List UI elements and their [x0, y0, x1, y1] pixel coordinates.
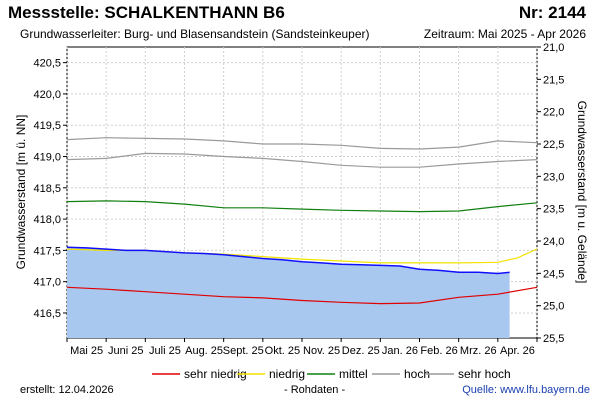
y2-tick-label: 23,5 [543, 204, 564, 216]
x-tick-label: Sept. 25 [223, 345, 264, 357]
legend-label-sehr-hoch: sehr hoch [458, 367, 511, 381]
measured-area [67, 247, 510, 338]
aquifer-info: Grundwasserleiter: Burg- und Blasensands… [20, 27, 370, 41]
series-line-sehr-hoch [66, 137, 538, 150]
y2-tick-label: 22,5 [543, 139, 564, 151]
y-tick-label: 418,5 [33, 183, 61, 195]
y-axis-label-right: Grundwasserstand [m u. Gelände] [575, 101, 589, 284]
legend-label-sehr-niedrig: sehr niedrig [184, 367, 247, 381]
x-tick-label: Apr. 26 [500, 345, 535, 357]
legend-label-hoch: hoch [404, 367, 430, 381]
measured-area-fill [67, 247, 510, 338]
legend-label-mittel: mittel [339, 367, 368, 381]
y-tick-label: 417,0 [33, 277, 61, 289]
y-tick-label: 419,0 [33, 152, 61, 164]
x-tick-label: Mrz. 26 [460, 345, 497, 357]
y-axis-label-left: Grundwasserstand [m ü. NN] [14, 115, 28, 270]
x-tick-label: Nov. 25 [303, 345, 340, 357]
series-lines [66, 137, 538, 305]
x-tick-label: Juni 25 [108, 345, 143, 357]
legend-label-niedrig: niedrig [269, 367, 305, 381]
y-tick-label: 420,0 [33, 89, 61, 101]
series-line-hoch [66, 152, 538, 168]
created-date: erstellt: 12.04.2026 [20, 384, 114, 396]
period-info: Zeitraum: Mai 2025 - Apr 2026 [423, 27, 586, 41]
x-tick-label: Jan. 26 [382, 345, 418, 357]
y2-tick-label: 21,5 [543, 74, 564, 86]
series-line-measured [66, 246, 510, 275]
x-tick-label: Mai 25 [70, 345, 103, 357]
y-tick-label: 419,5 [33, 120, 61, 132]
x-axis: Mai 25 Juni 25 Juli 25 Aug. 25 Sept. 25 Okt. … [66, 338, 538, 357]
series-line-sehr-niedrig [66, 286, 538, 305]
legend: sehr niedrig niedrig mittel hoch sehr hoch [152, 367, 511, 381]
y2-tick-label: 23,0 [543, 171, 564, 183]
y-tick-label: 418,0 [33, 214, 61, 226]
y2-tick-label: 25,5 [543, 333, 564, 345]
y2-tick-label: 24,0 [543, 236, 564, 248]
y2-tick-label: 22,0 [543, 107, 564, 119]
y-tick-label: 417,5 [33, 245, 61, 257]
x-tick-label: Juli 25 [149, 345, 181, 357]
y2-tick-label: 25,0 [543, 301, 564, 313]
station-title: Messstelle: SCHALKENTHANN B6 [8, 3, 285, 22]
y-tick-label: 416,5 [33, 308, 61, 320]
series-line-mittel [66, 200, 538, 213]
y-tick-label: 420,5 [33, 58, 61, 70]
source-link[interactable]: Quelle: www.lfu.bayern.de [462, 384, 590, 396]
grid [66, 47, 538, 338]
x-tick-label: Okt. 25 [265, 345, 300, 357]
x-tick-label: Dez. 25 [342, 345, 380, 357]
y2-tick-label: 21,0 [543, 42, 564, 54]
x-tick-label: Feb. 26 [420, 345, 457, 357]
y2-tick-label: 24,5 [543, 268, 564, 280]
raw-data-note: - Rohdaten - [284, 384, 346, 396]
y-axis-left: 420,5 420,0 419,5 419,0 418,5 418,0 417,5 417,0… [33, 58, 67, 320]
x-tick-label: Aug. 25 [185, 345, 223, 357]
y-axis-right: 21,0 21,5 22,0 22,5 23,0 23,5 24,0 24,5 25,0 25,5 [537, 42, 564, 345]
station-number: Nr: 2144 [518, 3, 586, 22]
